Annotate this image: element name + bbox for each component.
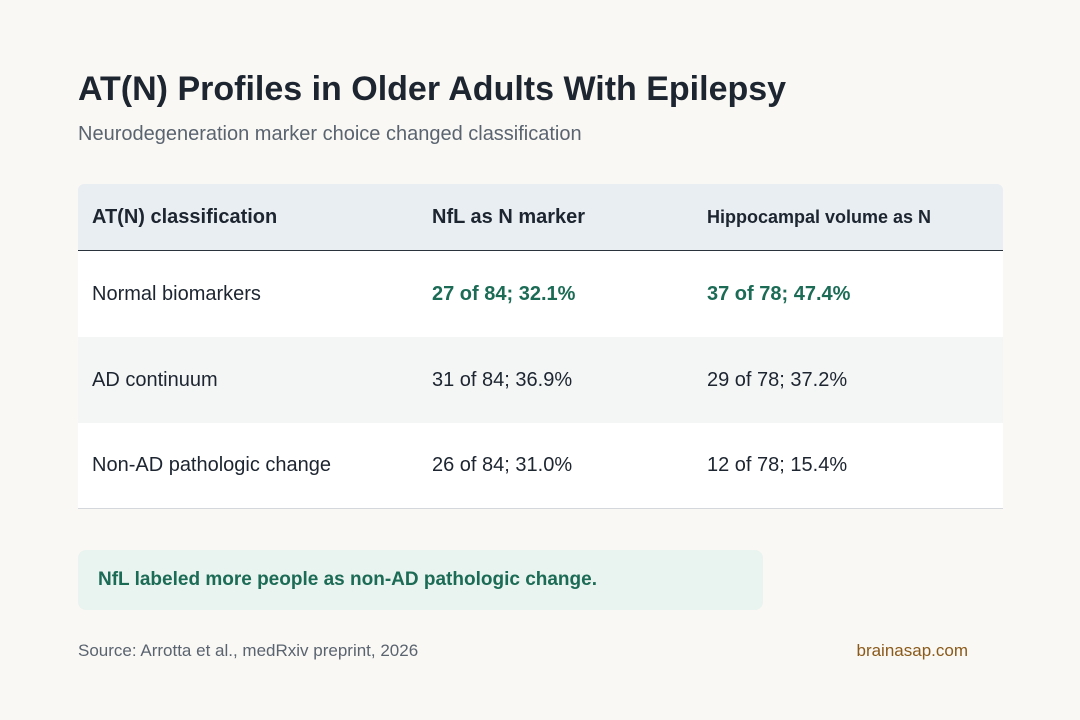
hippocampal-value: 29 of 78; 37.2% <box>707 368 848 391</box>
row-label: Non-AD pathologic change <box>92 454 332 476</box>
column-header-nfl: NfL as N marker <box>432 205 586 228</box>
nfl-value: 31 of 84; 36.9% <box>432 368 573 391</box>
column-header-classification: AT(N) classification <box>92 205 278 228</box>
classification-table: AT(N) classification NfL as N marker Hip… <box>78 184 1003 509</box>
table-row: Non-AD pathologic change 26 of 84; 31.0%… <box>78 423 1003 509</box>
hippocampal-value: 37 of 78; 47.4% <box>707 282 851 305</box>
column-header-hippocampal: Hippocampal volume as N <box>707 206 932 227</box>
page-subtitle: Neurodegeneration marker choice changed … <box>78 123 582 145</box>
nfl-value: 26 of 84; 31.0% <box>432 454 573 476</box>
table-header: AT(N) classification NfL as N marker Hip… <box>78 184 1003 251</box>
page-title: AT(N) Profiles in Older Adults With Epil… <box>78 70 787 108</box>
row-label: AD continuum <box>92 368 218 391</box>
table-row: AD continuum 31 of 84; 36.9% 29 of 78; 3… <box>78 337 1003 423</box>
table-row: Normal biomarkers 27 of 84; 32.1% 37 of … <box>78 251 1003 337</box>
key-finding-callout: NfL labeled more people as non-AD pathol… <box>78 550 763 610</box>
brand-link[interactable]: brainasap.com <box>856 641 968 660</box>
nfl-value: 27 of 84; 32.1% <box>432 282 576 305</box>
hippocampal-value: 12 of 78; 15.4% <box>707 454 848 476</box>
source-citation: Source: Arrotta et al., medRxiv preprint… <box>78 641 419 660</box>
row-label: Normal biomarkers <box>92 282 261 305</box>
